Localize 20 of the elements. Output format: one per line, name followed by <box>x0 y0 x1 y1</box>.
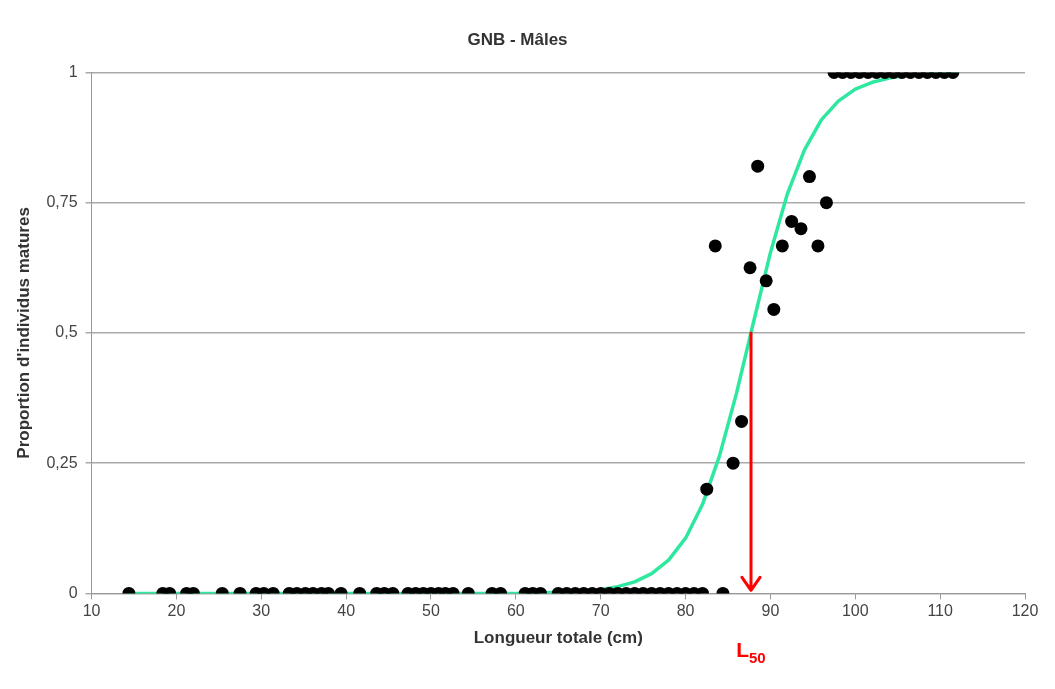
x-tick-label: 90 <box>761 602 780 620</box>
x-tick-label: 100 <box>841 602 869 620</box>
x-axis-title: Longueur totale (cm) <box>473 628 643 648</box>
x-tick-label: 110 <box>927 602 953 620</box>
x-tick-label: 120 <box>1011 602 1039 620</box>
x-tick-label: 70 <box>591 602 610 620</box>
y-tick-label: 0,75 <box>46 193 78 211</box>
x-tick-label: 80 <box>676 602 695 620</box>
x-tick-label: 10 <box>82 602 101 620</box>
y-tick-label: 0,25 <box>46 453 78 471</box>
x-tick-label: 30 <box>252 602 271 620</box>
y-tick-label: 1 <box>68 62 78 80</box>
y-tick-label: 0 <box>68 583 78 601</box>
chart-title: GNB - Mâles <box>467 29 568 49</box>
x-tick-label: 60 <box>506 602 525 620</box>
x-tick-label: 40 <box>337 602 356 620</box>
x-tick-label: 50 <box>422 602 440 620</box>
x-tick-label: 20 <box>167 602 186 620</box>
y-axis-title: Proportion d'individus matures <box>13 207 33 459</box>
y-tick-label: 0,5 <box>55 323 78 341</box>
